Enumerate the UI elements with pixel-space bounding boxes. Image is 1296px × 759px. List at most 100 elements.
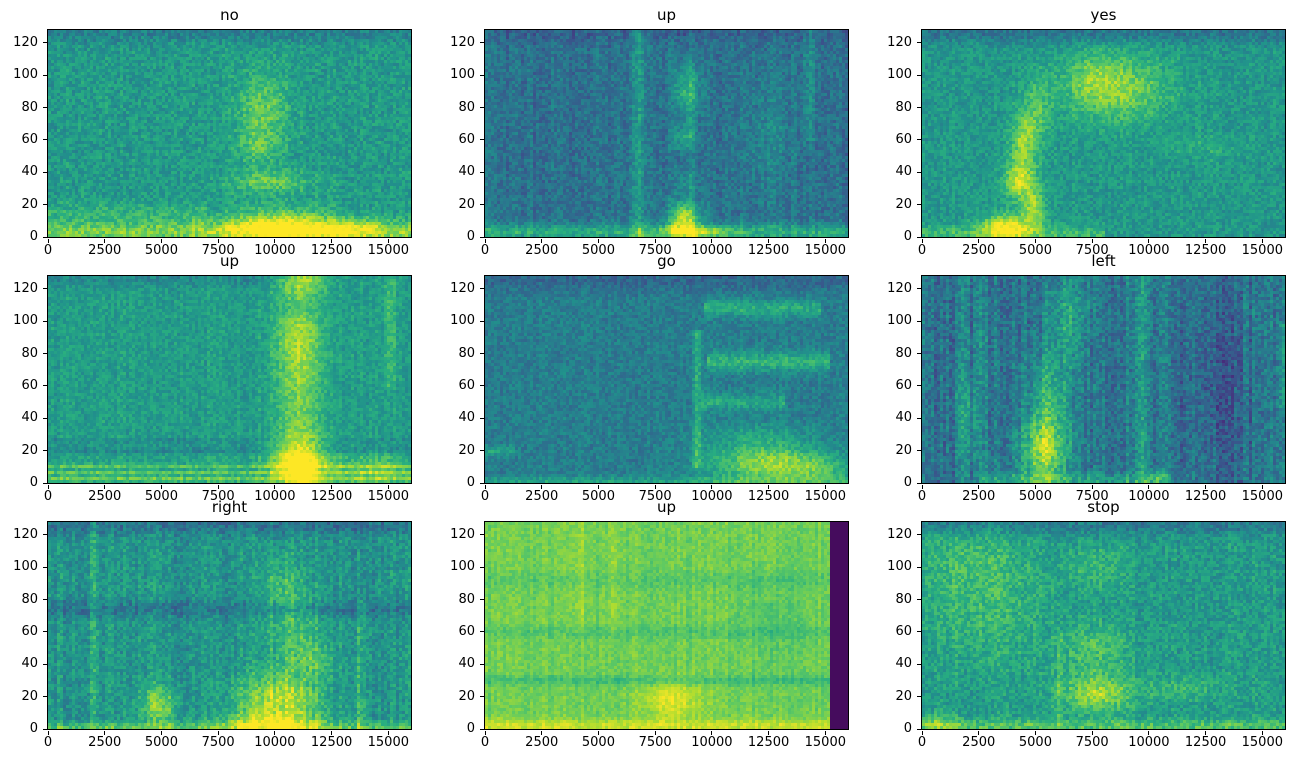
x-tick-mark xyxy=(597,485,599,489)
x-tick-label: 7500 xyxy=(201,243,235,258)
subplot-title: stop xyxy=(1087,498,1120,516)
y-tick-label: 40 xyxy=(895,656,912,672)
x-tick-mark xyxy=(1148,239,1150,243)
y-tick-label: 20 xyxy=(458,688,475,704)
x-tick-label: 12500 xyxy=(747,489,790,504)
x-tick-label: 7500 xyxy=(1075,735,1109,750)
y-tick-mark xyxy=(480,534,484,536)
x-tick-mark xyxy=(768,239,770,243)
y-tick-label: 100 xyxy=(13,67,38,83)
x-tick-label: 2500 xyxy=(88,243,122,258)
x-tick-label: 2500 xyxy=(88,489,122,504)
y-tick-label: 80 xyxy=(895,591,912,607)
y-axis-ticks: 0 20 40 60 80 100 120 xyxy=(2,522,48,736)
y-tick-mark xyxy=(917,663,921,665)
y-tick-label: 60 xyxy=(21,623,38,639)
y-tick-mark xyxy=(480,320,484,322)
x-tick-mark xyxy=(654,731,656,735)
y-tick-mark xyxy=(480,450,484,452)
subplot-title: left xyxy=(1091,252,1116,270)
x-tick-label: 5000 xyxy=(144,243,178,258)
y-tick-label: 100 xyxy=(887,559,912,575)
x-tick-mark xyxy=(711,485,713,489)
x-tick-mark xyxy=(484,239,486,243)
x-tick-label: 12500 xyxy=(1184,735,1227,750)
y-tick-mark xyxy=(43,631,47,633)
subplot-left: left 0 20 40 60 80 100 120 0 2500 5000 7500 10000 1… xyxy=(887,252,1286,504)
subplot-title: go xyxy=(657,252,676,270)
x-tick-mark xyxy=(331,731,333,735)
y-tick-mark xyxy=(480,663,484,665)
subplot-up-1: up 0 20 40 60 80 100 120 0 2500 5000 7500 10000 125… xyxy=(450,6,849,258)
y-tick-mark xyxy=(917,728,921,730)
x-tick-mark xyxy=(217,731,219,735)
y-tick-label: 40 xyxy=(458,656,475,672)
subplot-title: no xyxy=(220,6,239,24)
y-axis-ticks: 0 20 40 60 80 100 120 xyxy=(439,522,485,736)
x-tick-label: 5000 xyxy=(581,735,615,750)
y-tick-mark xyxy=(917,482,921,484)
y-tick-label: 100 xyxy=(450,559,475,575)
y-tick-mark xyxy=(917,534,921,536)
y-tick-label: 60 xyxy=(895,131,912,147)
x-tick-label: 5000 xyxy=(1018,735,1052,750)
y-tick-mark xyxy=(43,566,47,568)
x-tick-label: 15000 xyxy=(1241,243,1283,258)
x-tick-mark xyxy=(217,239,219,243)
y-tick-label: 80 xyxy=(458,591,475,607)
x-axis-ticks: 0 2500 5000 7500 10000 12500 15000 xyxy=(481,484,848,506)
y-tick-mark xyxy=(917,696,921,698)
x-tick-label: 12500 xyxy=(747,735,790,750)
x-tick-label: 10000 xyxy=(254,243,296,258)
x-tick-label: 0 xyxy=(480,735,490,750)
y-tick-label: 120 xyxy=(450,526,475,542)
x-tick-label: 2500 xyxy=(962,489,996,504)
y-tick-label: 60 xyxy=(21,131,38,147)
x-tick-mark xyxy=(387,731,389,735)
x-tick-label: 15000 xyxy=(804,735,846,750)
x-tick-mark xyxy=(1034,239,1036,243)
x-tick-label: 10000 xyxy=(691,735,733,750)
x-tick-mark xyxy=(768,485,770,489)
x-tick-label: 15000 xyxy=(367,489,409,504)
subplot-title: up xyxy=(219,252,240,270)
x-tick-label: 5000 xyxy=(144,735,178,750)
x-tick-mark xyxy=(331,239,333,243)
subplot-title: right xyxy=(211,498,248,516)
y-tick-label: 100 xyxy=(450,313,475,329)
spectrogram-canvas xyxy=(921,29,1286,238)
spectrogram-canvas xyxy=(921,521,1286,730)
y-tick-label: 60 xyxy=(895,623,912,639)
y-tick-label: 40 xyxy=(21,164,38,180)
subplot-yes: yes 0 20 40 60 80 100 120 0 2500 5000 7500 10000 12… xyxy=(887,6,1286,258)
y-tick-label: 0 xyxy=(466,721,475,736)
y-tick-mark xyxy=(917,353,921,355)
spectrogram-canvas xyxy=(484,275,849,484)
y-tick-label: 40 xyxy=(21,656,38,672)
x-tick-mark xyxy=(274,239,276,243)
y-tick-mark xyxy=(917,288,921,290)
subplot-title: up xyxy=(656,498,677,516)
x-tick-label: 7500 xyxy=(638,735,672,750)
y-tick-mark xyxy=(917,450,921,452)
x-tick-label: 7500 xyxy=(201,489,235,504)
x-tick-mark xyxy=(1205,731,1207,735)
x-tick-label: 0 xyxy=(917,489,927,504)
x-tick-mark xyxy=(1261,239,1263,243)
x-tick-mark xyxy=(654,485,656,489)
x-tick-label: 0 xyxy=(917,243,927,258)
x-tick-mark xyxy=(541,731,543,735)
y-tick-label: 40 xyxy=(458,164,475,180)
x-tick-label: 0 xyxy=(480,489,490,504)
x-tick-label: 2500 xyxy=(525,735,559,750)
y-axis-ticks: 0 20 40 60 80 100 120 xyxy=(439,276,485,490)
x-axis-ticks: 0 2500 5000 7500 10000 12500 15000 xyxy=(44,484,411,506)
y-tick-label: 80 xyxy=(895,345,912,361)
y-tick-mark xyxy=(917,107,921,109)
y-tick-label: 80 xyxy=(458,99,475,115)
x-tick-mark xyxy=(160,731,162,735)
x-tick-mark xyxy=(331,485,333,489)
x-tick-mark xyxy=(921,485,923,489)
x-tick-label: 15000 xyxy=(804,243,846,258)
y-axis-ticks: 0 20 40 60 80 100 120 xyxy=(876,30,922,244)
